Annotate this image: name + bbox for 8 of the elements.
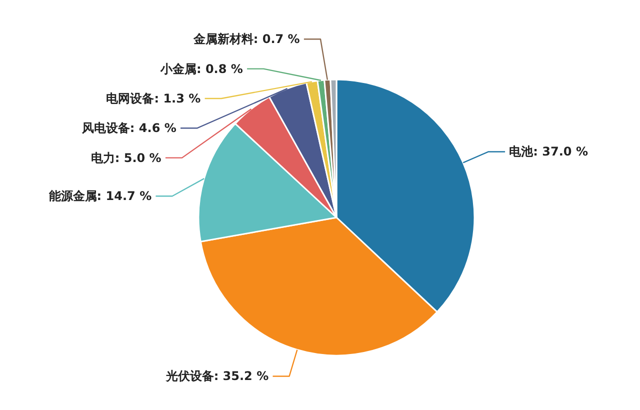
slice-label: 电力: 5.0 % [90, 150, 162, 165]
slice-label: 光伏设备: 35.2 % [164, 369, 269, 384]
slice-label: 小金属: 0.8 % [159, 62, 243, 76]
slice-label: 电池: 37.0 % [509, 144, 588, 159]
slice-label: 风电设备: 4.6 % [80, 121, 176, 136]
slice-label: 金属新材料: 0.7 % [192, 32, 300, 46]
slice-label: 能源金属: 14.7 % [48, 189, 152, 204]
slice-label: 电网设备: 1.3 % [106, 91, 201, 106]
